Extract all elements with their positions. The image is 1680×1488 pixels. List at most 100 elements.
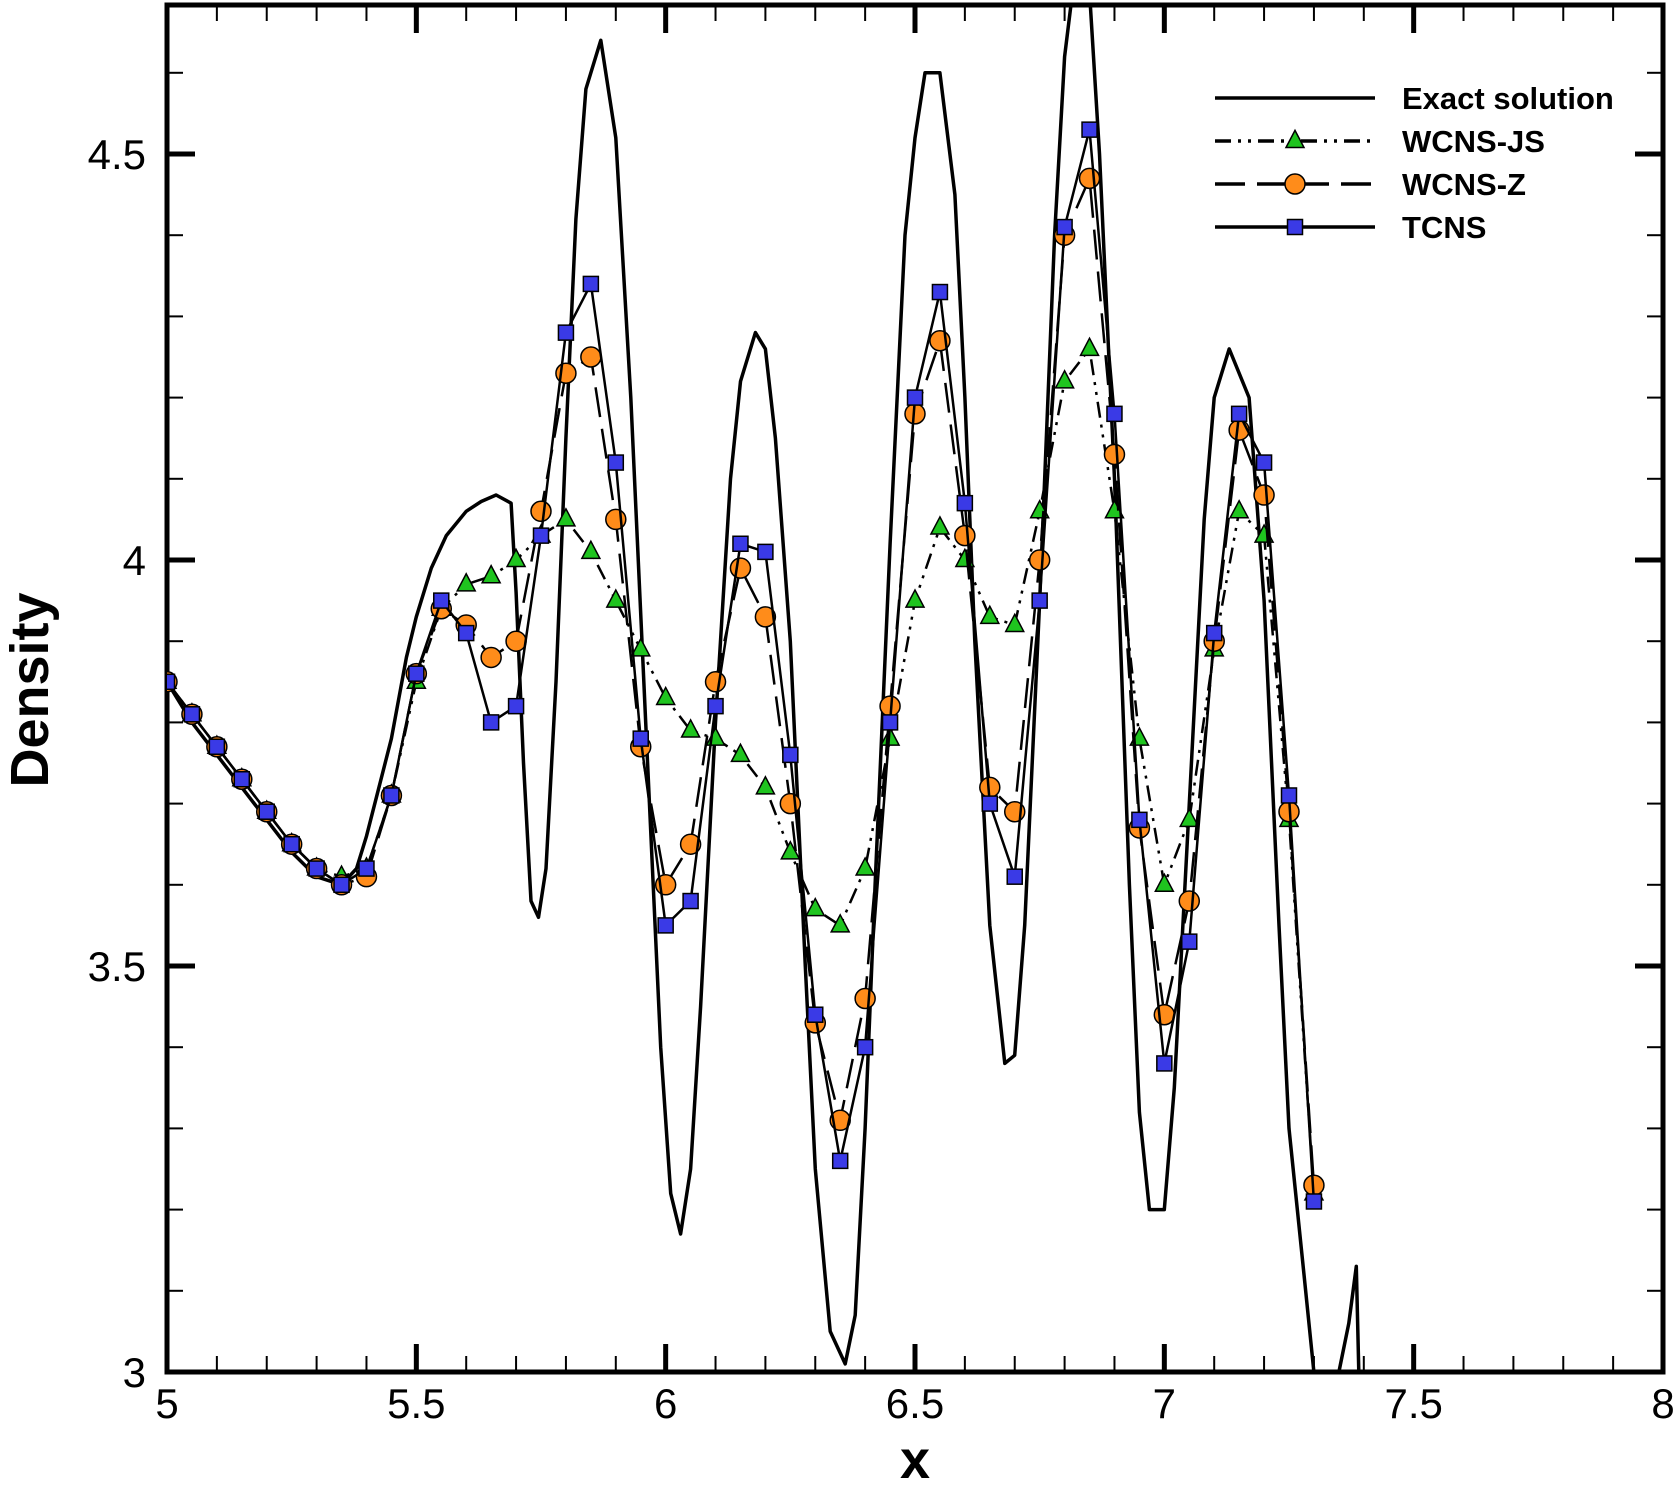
y-tick-labels: 3 3.5 4 4.5 [88,131,146,1396]
data-point-wcns-js [1179,807,1200,828]
data-point-wcns-js [605,588,627,608]
data-point-tcns [1156,1055,1173,1072]
data-point-tcns [283,835,300,853]
data-point-tcns [433,592,450,609]
legend-label-wcns-js: WCNS-JS [1402,124,1545,159]
y-tick-label: 4.5 [88,131,146,178]
data-point-tcns [333,876,350,894]
data-point-tcns [308,860,325,877]
data-point-wcns-js [480,564,502,584]
data-point-wcns-js [680,718,701,738]
y-axis-label: Density [0,592,60,787]
series-wcns-js [167,336,1325,1201]
x-tick-label: 7.5 [1384,1380,1442,1427]
data-point-wcns-js [1004,612,1025,633]
data-point-wcns-js [455,572,477,592]
data-point-wcns-js [1054,369,1075,389]
series-wcns-z [167,167,1325,1196]
data-point-tcns [358,860,375,877]
data-point-wcns-z [854,987,876,1010]
series-line-wcns-z [167,177,1316,1186]
data-point-wcns-z [1028,549,1051,571]
series-layer [167,5,1361,1372]
data-point-tcns [1280,787,1298,804]
data-point-tcns [1106,405,1123,423]
data-point-tcns [1056,218,1073,236]
data-point-wcns-js [555,507,577,527]
data-point-wcns-z [1078,167,1101,190]
data-point-tcns [233,770,251,788]
data-point-tcns [682,892,699,910]
data-point-tcns [632,730,649,747]
data-point-wcns-z [704,671,727,693]
data-point-tcns [607,454,625,471]
data-point-tcns [1131,811,1148,829]
legend-label-wcns-z: WCNS-Z [1402,167,1526,202]
data-point-wcns-z [779,792,802,815]
series-tcns [167,121,1323,1210]
data-point-tcns [1230,405,1248,423]
x-tick-labels: 5 5.5 6 6.5 7 7.5 8 [155,1380,1674,1427]
data-point-wcns-js [580,539,602,560]
axis-ticks [164,5,1666,1375]
data-point-wcns-js [505,547,527,568]
legend-marker-wcns-js [1284,128,1306,149]
legend-label-tcns: TCNS [1402,210,1486,245]
y-tick-label: 4 [123,537,146,584]
data-point-wcns-z [1253,484,1275,506]
legend: Exact solution WCNS-JS WCNS-Z TCNS [1215,81,1614,245]
series-exact-solution [167,5,1361,1372]
x-tick-label: 7 [1153,1380,1176,1427]
data-point-tcns [532,527,550,544]
data-point-tcns [408,665,425,682]
data-point-tcns [507,697,525,715]
data-point-wcns-z [1178,890,1201,912]
data-point-tcns [1305,1193,1323,1210]
data-point-wcns-z [1103,443,1126,466]
x-axis-label: x [900,1430,930,1488]
data-point-tcns [856,1038,874,1056]
data-point-wcns-js [829,913,851,933]
data-point-tcns [582,275,600,293]
data-point-tcns [557,324,575,341]
data-point-tcns [208,738,226,756]
series-line-tcns [167,128,1316,1202]
data-point-tcns [981,795,999,812]
legend-marker-wcns-z [1284,173,1306,195]
data-point-wcns-js [755,775,776,795]
data-point-tcns [707,697,724,715]
data-point-tcns [1081,121,1098,138]
legend-marker-tcns [1286,218,1304,236]
data-point-wcns-js [929,515,951,535]
data-point-wcns-z [480,646,502,669]
data-point-wcns-js [1154,872,1175,893]
data-point-tcns [167,673,176,691]
data-point-wcns-js [655,685,676,706]
data-point-tcns [1031,592,1048,609]
data-point-tcns [906,389,924,406]
data-point-wcns-z [954,524,976,547]
data-point-wcns-js [630,637,651,657]
data-point-wcns-js [805,896,826,917]
data-point-tcns [457,624,475,642]
data-point-tcns [757,543,774,561]
x-tick-label: 5 [155,1380,178,1427]
data-point-tcns [1205,624,1223,642]
data-point-tcns [881,714,899,731]
data-point-wcns-z [505,630,527,652]
data-point-wcns-z [580,346,602,368]
data-point-wcns-z [754,606,777,628]
data-point-tcns [732,535,749,553]
data-point-tcns [657,917,674,934]
data-point-tcns [258,803,275,820]
series-line-wcns-js [167,347,1316,1194]
x-tick-label: 8 [1651,1380,1674,1427]
legend-label-exact-solution: Exact solution [1402,81,1614,116]
series-line-exact-solution [167,5,1361,1372]
data-point-wcns-js [854,856,876,876]
x-tick-label: 5.5 [387,1380,445,1427]
data-point-wcns-js [904,588,926,608]
data-point-tcns [782,746,799,764]
data-point-tcns [807,1006,824,1023]
data-point-tcns [1255,454,1273,471]
